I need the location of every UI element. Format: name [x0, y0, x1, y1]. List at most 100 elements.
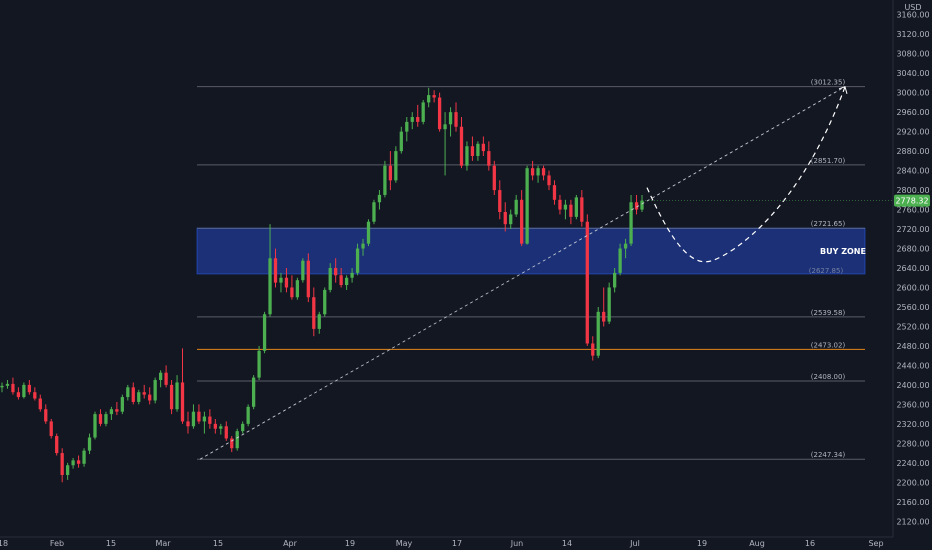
- candle-body[interactable]: [585, 221, 589, 344]
- candle-body[interactable]: [459, 126, 464, 166]
- candle-body[interactable]: [0, 385, 4, 388]
- candle-body[interactable]: [213, 423, 217, 429]
- candle-body[interactable]: [470, 146, 475, 156]
- candle-body[interactable]: [115, 409, 119, 412]
- candle-body[interactable]: [366, 221, 371, 244]
- candle-body[interactable]: [602, 311, 606, 322]
- candle-body[interactable]: [257, 350, 261, 378]
- candle-body[interactable]: [355, 248, 360, 273]
- candle-body[interactable]: [219, 426, 223, 429]
- candle-body[interactable]: [476, 143, 480, 156]
- buy-zone-rect[interactable]: [196, 227, 866, 275]
- candle-body[interactable]: [191, 411, 196, 427]
- candle-body[interactable]: [93, 414, 97, 438]
- candle-body[interactable]: [202, 416, 207, 422]
- candle-body[interactable]: [427, 95, 431, 103]
- candle-body[interactable]: [613, 272, 617, 288]
- candle-body[interactable]: [137, 392, 141, 402]
- candle-body[interactable]: [158, 372, 163, 381]
- candle-body[interactable]: [317, 314, 321, 329]
- candle-body[interactable]: [334, 268, 338, 276]
- candle-body[interactable]: [27, 384, 31, 393]
- candle-body[interactable]: [344, 277, 349, 286]
- candle-body[interactable]: [416, 117, 420, 122]
- candle-body[interactable]: [11, 383, 15, 393]
- candle-body[interactable]: [437, 97, 442, 130]
- candle-body[interactable]: [290, 287, 294, 298]
- candle-body[interactable]: [169, 384, 174, 410]
- candle-body[interactable]: [262, 314, 267, 351]
- candle-body[interactable]: [60, 453, 64, 475]
- candle-body[interactable]: [148, 394, 152, 401]
- candle-body[interactable]: [306, 260, 310, 298]
- candle-body[interactable]: [251, 377, 256, 407]
- candle-body[interactable]: [328, 268, 332, 290]
- candle-body[interactable]: [109, 409, 114, 415]
- candle-body[interactable]: [49, 421, 53, 437]
- candle-body[interactable]: [443, 124, 447, 130]
- candle-body[interactable]: [224, 426, 228, 439]
- time-axis[interactable]: 18 Feb 15 Mar 15 Apr 19 May 17 Jun 14 Jul 19 Aug 16 Sep: [0, 536, 893, 548]
- candle-body[interactable]: [520, 199, 524, 244]
- candle-body[interactable]: [16, 392, 21, 398]
- candle-body[interactable]: [492, 165, 496, 191]
- candle-body[interactable]: [514, 199, 518, 215]
- candle-body[interactable]: [301, 260, 305, 281]
- candle-body[interactable]: [498, 190, 502, 212]
- candle-body[interactable]: [350, 272, 354, 278]
- candle-body[interactable]: [246, 406, 250, 424]
- candle-body[interactable]: [361, 243, 365, 249]
- candle-body[interactable]: [596, 311, 600, 356]
- candle-body[interactable]: [71, 460, 75, 466]
- candle-body[interactable]: [629, 202, 633, 244]
- candle-body[interactable]: [432, 95, 436, 98]
- candle-body[interactable]: [558, 199, 562, 210]
- price-axis[interactable]: USD 3160.00 3120.00 3080.00 3040.00 3000.00 2…: [892, 0, 930, 537]
- candle-body[interactable]: [547, 175, 551, 186]
- trend-line[interactable]: [199, 86, 846, 460]
- candle-body[interactable]: [339, 275, 343, 286]
- candle-body[interactable]: [235, 431, 239, 449]
- candle-body[interactable]: [377, 194, 382, 203]
- projection-path[interactable]: [646, 86, 846, 263]
- candle-body[interactable]: [44, 409, 48, 422]
- candle-body[interactable]: [541, 168, 546, 176]
- candle-body[interactable]: [197, 411, 201, 422]
- candle-body[interactable]: [618, 248, 622, 273]
- candle-body[interactable]: [580, 197, 584, 222]
- candle-body[interactable]: [487, 151, 491, 166]
- candle-body[interactable]: [180, 382, 185, 422]
- candle-body[interactable]: [563, 204, 568, 210]
- candle-body[interactable]: [574, 197, 578, 217]
- candle-body[interactable]: [142, 392, 146, 395]
- candle-body[interactable]: [591, 343, 595, 356]
- candle-body[interactable]: [230, 438, 234, 449]
- candle-body[interactable]: [38, 398, 42, 410]
- candle-body[interactable]: [525, 168, 529, 244]
- candle-body[interactable]: [410, 117, 414, 122]
- candle-body[interactable]: [569, 204, 573, 217]
- candle-body[interactable]: [454, 112, 458, 127]
- candle-body[interactable]: [126, 387, 130, 398]
- candle-body[interactable]: [295, 280, 300, 298]
- candle-body[interactable]: [208, 416, 212, 424]
- candle-body[interactable]: [552, 185, 557, 200]
- candle-body[interactable]: [503, 211, 507, 225]
- candle-body[interactable]: [55, 436, 59, 454]
- candle-body[interactable]: [87, 437, 92, 451]
- candle-body[interactable]: [175, 382, 179, 410]
- candle-body[interactable]: [153, 380, 157, 401]
- candle-body[interactable]: [22, 384, 26, 398]
- candle-body[interactable]: [76, 460, 81, 464]
- candle-body[interactable]: [530, 168, 535, 176]
- candle-body[interactable]: [284, 277, 289, 288]
- candle-body[interactable]: [241, 423, 245, 432]
- candle-body[interactable]: [33, 392, 37, 399]
- candle-body[interactable]: [421, 102, 425, 122]
- plot-area[interactable]: BUY ZONE (2627.85) (3012.35) (2851.70) (2721…: [0, 79, 893, 483]
- candle-body[interactable]: [66, 465, 70, 475]
- candle-body[interactable]: [186, 421, 190, 427]
- candle-body[interactable]: [323, 289, 327, 315]
- candle-body[interactable]: [164, 372, 168, 385]
